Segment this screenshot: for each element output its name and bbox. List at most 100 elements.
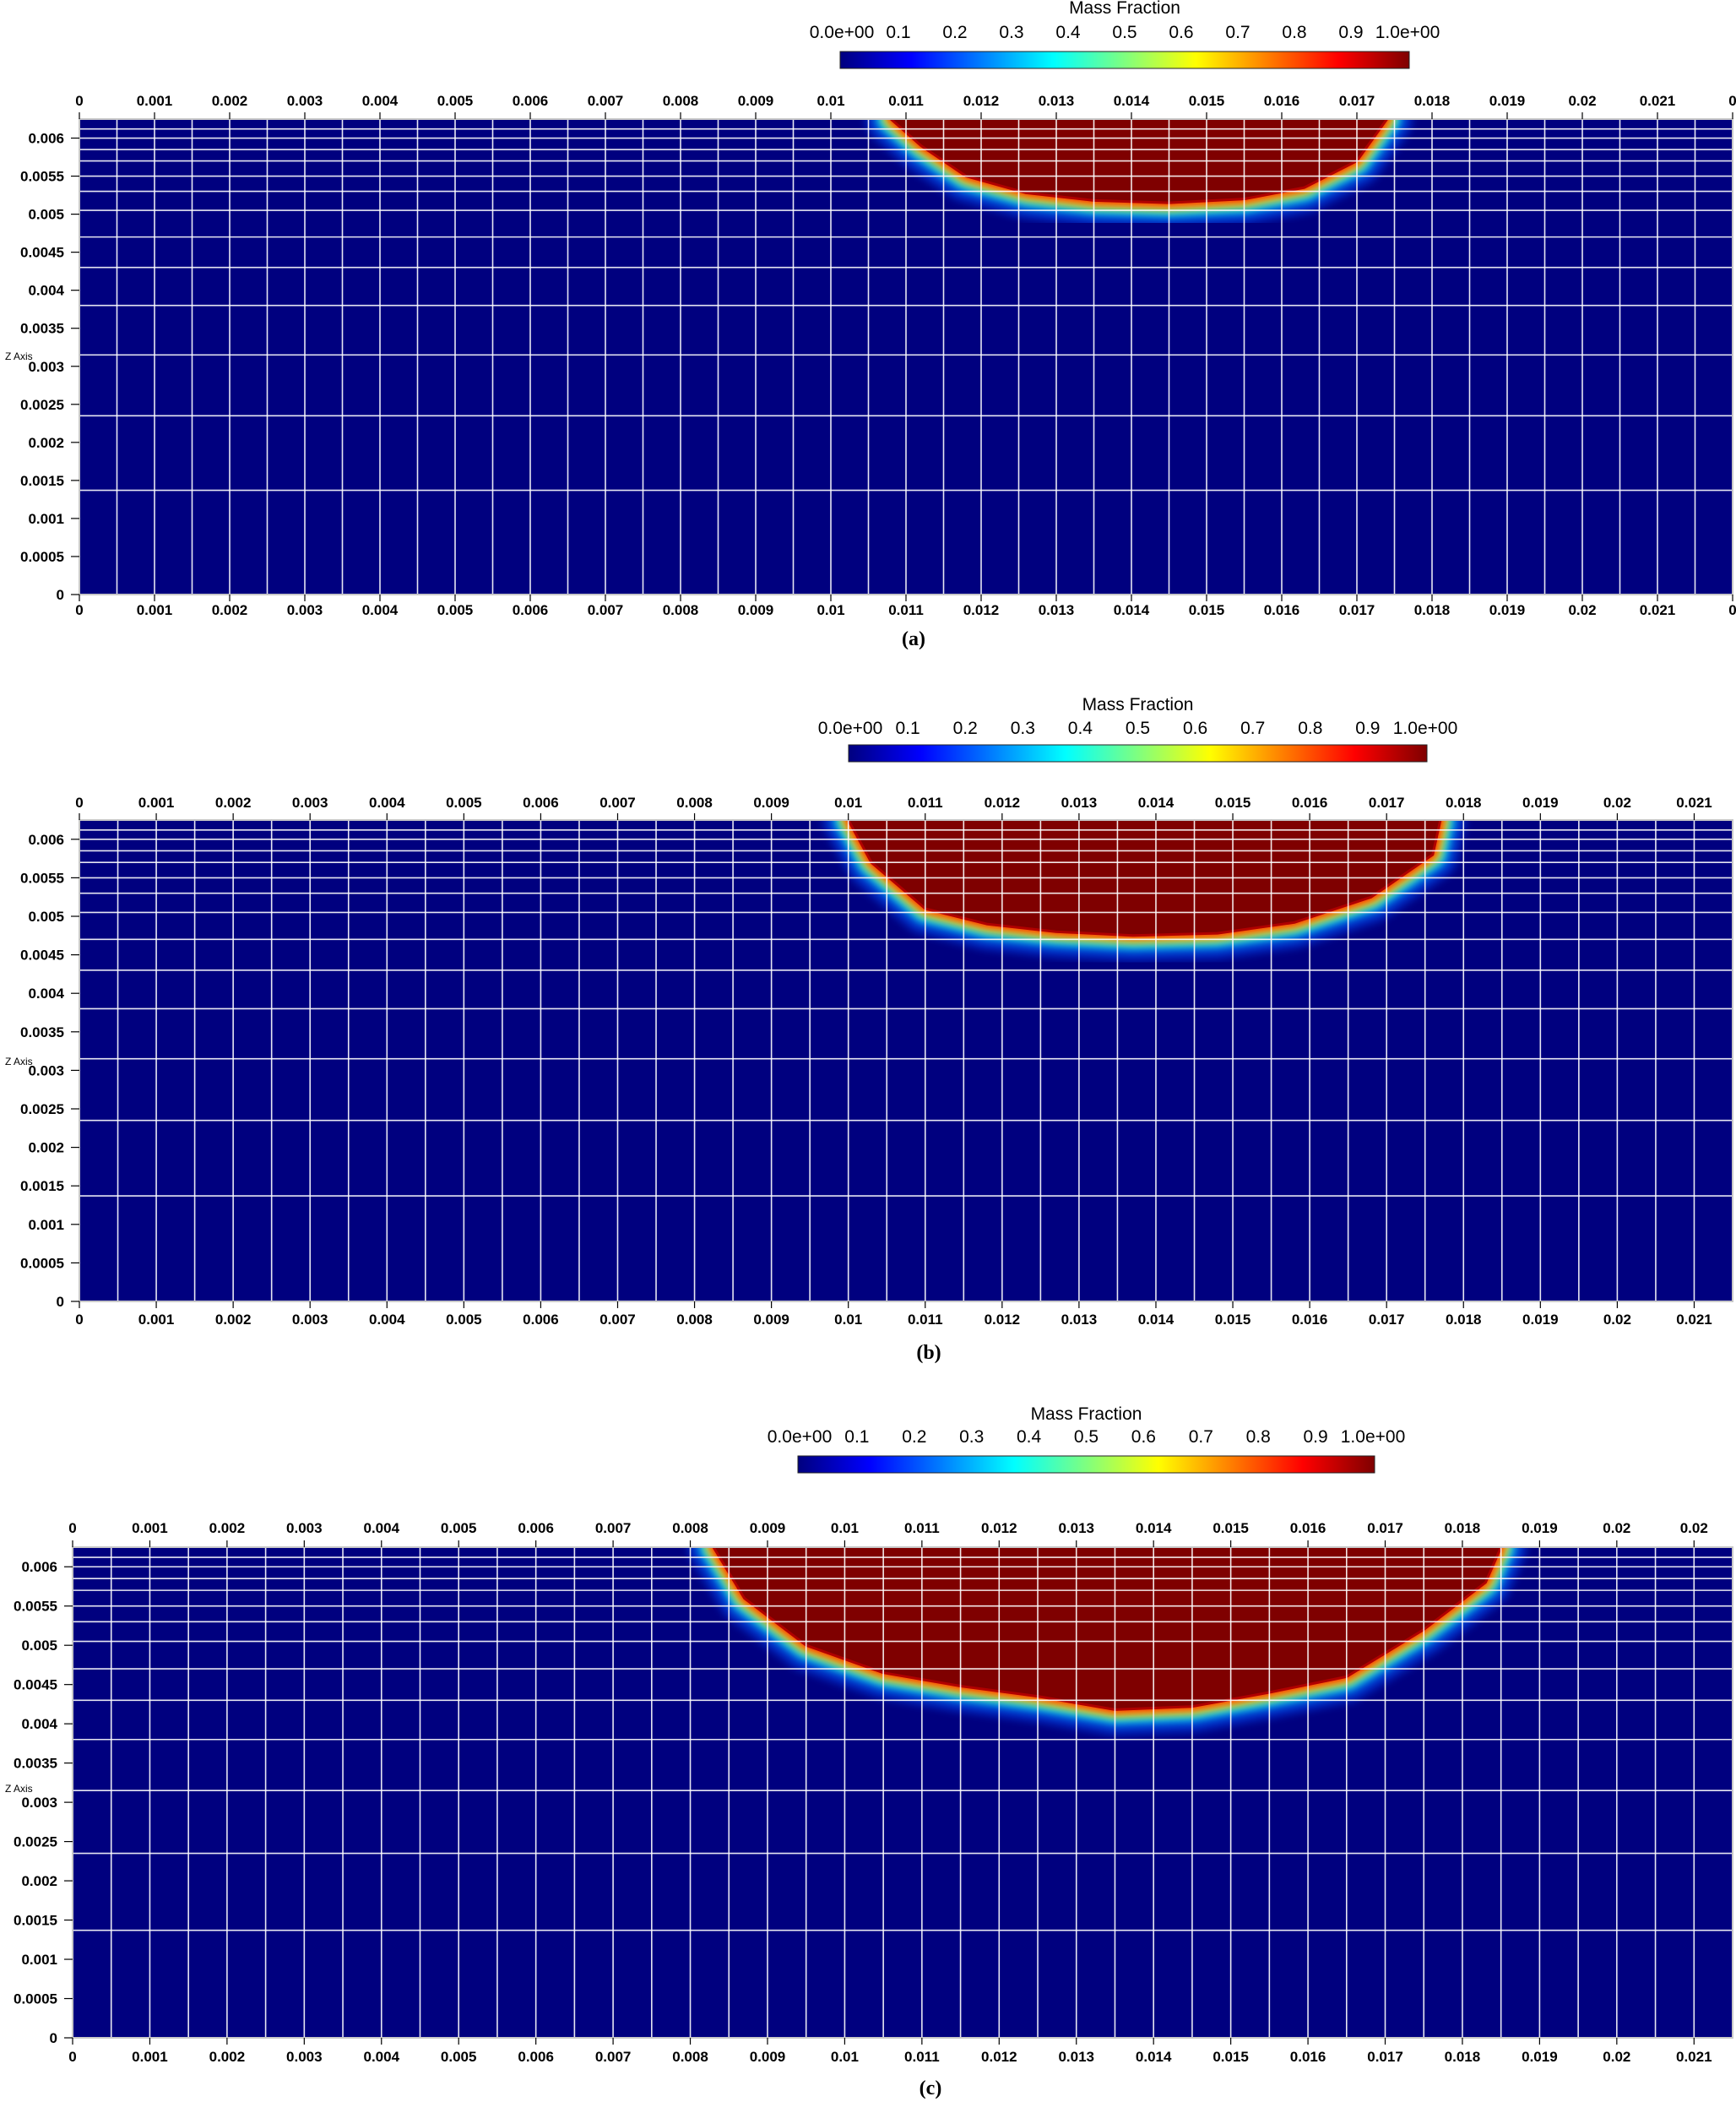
x-tick-bottom: 0.011: [888, 602, 924, 618]
x-tick-bottom: 0.018: [1414, 602, 1451, 618]
x-tick-top: 0.008: [676, 795, 713, 811]
x-tick-bottom: 0.002: [212, 602, 248, 618]
x-tick-top: 0.014: [1138, 795, 1175, 811]
y-tick: 0.005: [28, 909, 64, 925]
colorbar-title: Mass Fraction: [1069, 0, 1180, 18]
x-tick-top: 0.005: [446, 795, 482, 811]
x-tick-top: 0.016: [1292, 795, 1328, 811]
y-tick: 0.0035: [20, 321, 64, 337]
colorbar-title: Mass Fraction: [1082, 695, 1194, 714]
x-tick-top: 0.009: [753, 795, 789, 811]
colorbar-label: 1.0e+00: [1341, 1427, 1406, 1447]
x-tick-bottom: 0.003: [286, 2049, 323, 2065]
plot-border: [72, 1546, 1733, 2039]
panel-caption: (a): [902, 628, 925, 650]
x-tick-bottom: 0.009: [738, 602, 774, 618]
plot-border: [79, 819, 1733, 1302]
x-tick-bottom: 0.013: [1058, 2049, 1094, 2065]
colorbar-label: 0.9: [1338, 23, 1363, 42]
colorbar-label: 0.0e+00: [810, 23, 875, 42]
x-tick-bottom: 0.007: [599, 1312, 636, 1328]
x-tick-top: 0.02: [1680, 1520, 1708, 1536]
y-tick: 0.006: [28, 131, 64, 147]
x-tick-top: 0.002: [215, 795, 252, 811]
x-tick-bottom: 0.013: [1039, 602, 1075, 618]
x-tick-top: 0.011: [904, 1520, 940, 1536]
y-tick: 0.002: [21, 1873, 57, 1889]
x-tick-top: 0.011: [908, 795, 943, 811]
x-tick-top: 0.003: [286, 1520, 323, 1536]
colorbar-label: 0.2: [953, 719, 978, 738]
y-tick: 0.0025: [20, 1101, 64, 1117]
y-tick: 0.004: [28, 986, 64, 1002]
x-tick-top: 0.018: [1414, 93, 1451, 109]
x-tick-top: 0.01: [834, 795, 862, 811]
x-tick-bottom: 0.018: [1445, 2049, 1481, 2065]
x-tick-bottom: 0.009: [753, 1312, 789, 1328]
x-tick-bottom: 0.007: [595, 2049, 632, 2065]
x-tick-bottom: 0: [75, 1312, 83, 1328]
x-tick-bottom: 0.016: [1290, 2049, 1326, 2065]
x-tick-top: 0.018: [1445, 1520, 1481, 1536]
x-tick-bottom: 0.019: [1522, 1312, 1559, 1328]
colorbar-label: 0.8: [1246, 1427, 1271, 1447]
x-tick-bottom: 0.014: [1138, 1312, 1175, 1328]
colorbar-label: 0.5: [1112, 23, 1137, 42]
x-tick-bottom: 0.021: [1676, 1312, 1712, 1328]
x-tick-top: 0.021: [1676, 795, 1712, 811]
x-tick-bottom: 0.006: [513, 602, 549, 618]
x-tick-top: 0.012: [981, 1520, 1017, 1536]
x-tick-top: 0: [75, 93, 83, 109]
x-tick-top: 0.006: [518, 1520, 554, 1536]
x-tick-top: 0.009: [750, 1520, 786, 1536]
x-tick-top: 0.016: [1264, 93, 1300, 109]
x-tick-bottom: 0.015: [1189, 602, 1225, 618]
y-tick: 0: [57, 1294, 64, 1310]
colorbar-label: 0.9: [1303, 1427, 1327, 1447]
x-tick-top: 0.015: [1189, 93, 1225, 109]
y-tick: 0.0055: [20, 169, 64, 185]
x-tick-top: 0.004: [362, 93, 399, 109]
colorbar-label: 0.1: [895, 719, 920, 738]
colorbar-label: 0.1: [886, 23, 910, 42]
x-tick-top: 0.002: [209, 1520, 246, 1536]
colorbar-label: 0.7: [1189, 1427, 1213, 1447]
x-tick-top: 0.014: [1114, 93, 1150, 109]
x-tick-bottom: 0.019: [1522, 2049, 1558, 2065]
colorbar-label: 0.8: [1282, 23, 1306, 42]
x-tick-bottom: 0.002: [215, 1312, 252, 1328]
x-tick-top: 0.02: [1603, 1520, 1630, 1536]
x-tick-bottom: 0.011: [908, 1312, 943, 1328]
x-tick-top: 0.003: [292, 795, 328, 811]
x-tick-top: 0.012: [963, 93, 1000, 109]
x-tick-bottom: 0.016: [1264, 602, 1300, 618]
y-tick: 0.0015: [20, 1178, 64, 1194]
x-tick-top: 0.005: [441, 1520, 477, 1536]
x-tick-bottom: 0.01: [816, 602, 844, 618]
y-tick: 0.001: [28, 511, 64, 527]
x-tick-top: 0.017: [1367, 1520, 1403, 1536]
colorbar: [797, 1455, 1375, 1474]
x-tick-top: 0.02: [1603, 795, 1631, 811]
x-tick-bottom: 0.016: [1292, 1312, 1328, 1328]
x-tick-bottom: 0.01: [831, 2049, 859, 2065]
x-tick-top: 0.008: [663, 93, 699, 109]
x-tick-top: 0: [75, 795, 83, 811]
colorbar: [839, 51, 1410, 69]
colorbar: [848, 744, 1428, 763]
y-tick: 0.0045: [20, 245, 64, 261]
colorbar-label: 0.4: [1068, 719, 1093, 738]
x-tick-top: 0.017: [1339, 93, 1375, 109]
x-tick-top: 0.005: [437, 93, 474, 109]
x-tick-top: 0.008: [672, 1520, 708, 1536]
x-tick-top: 0.021: [1640, 93, 1676, 109]
x-tick-top: 0.007: [588, 93, 624, 109]
colorbar-label: 0.5: [1126, 719, 1150, 738]
y-tick: 0.005: [28, 207, 64, 223]
y-tick: 0.0035: [14, 1756, 57, 1772]
x-tick-top: 0.019: [1522, 795, 1559, 811]
x-tick-bottom: 0.021: [1640, 602, 1676, 618]
x-tick-top: 0.012: [985, 795, 1021, 811]
x-tick-top: 0.001: [137, 93, 173, 109]
